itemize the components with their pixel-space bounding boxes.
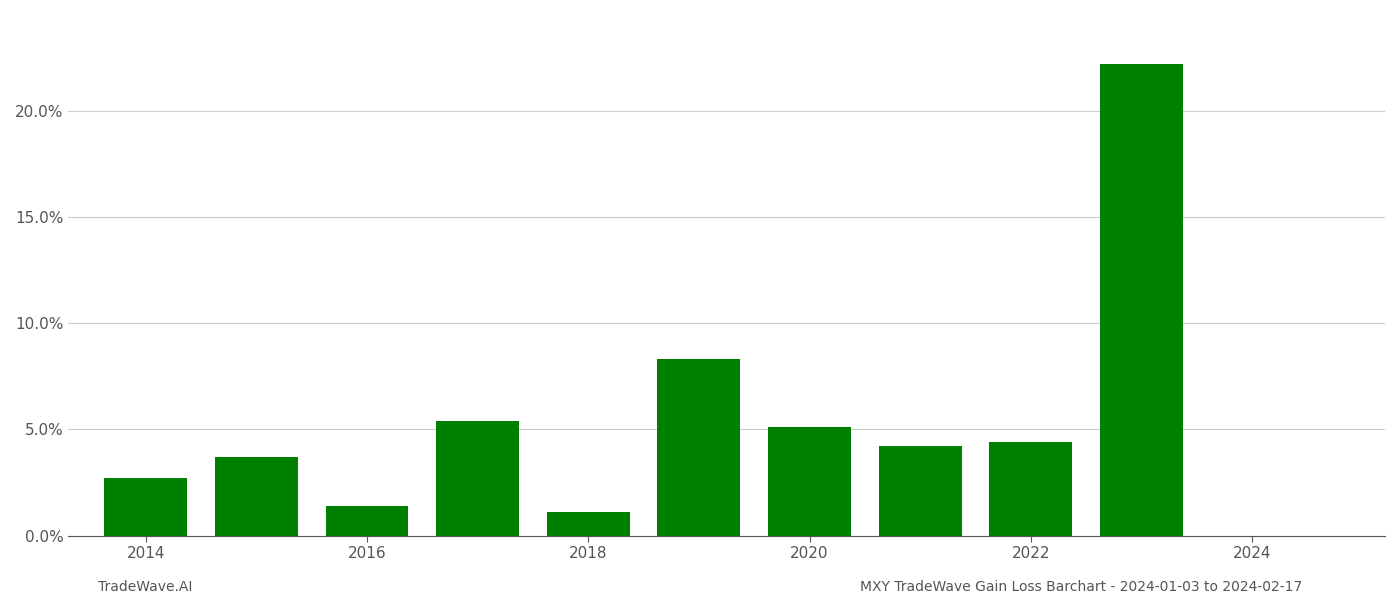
Bar bbox=[769, 427, 851, 536]
Bar bbox=[547, 512, 630, 536]
Bar bbox=[326, 506, 409, 536]
Text: TradeWave.AI: TradeWave.AI bbox=[98, 580, 192, 594]
Bar bbox=[214, 457, 298, 536]
Bar bbox=[437, 421, 519, 536]
Bar bbox=[658, 359, 741, 536]
Bar bbox=[990, 442, 1072, 536]
Bar bbox=[104, 478, 188, 536]
Bar bbox=[879, 446, 962, 536]
Text: MXY TradeWave Gain Loss Barchart - 2024-01-03 to 2024-02-17: MXY TradeWave Gain Loss Barchart - 2024-… bbox=[860, 580, 1302, 594]
Bar bbox=[1100, 64, 1183, 536]
